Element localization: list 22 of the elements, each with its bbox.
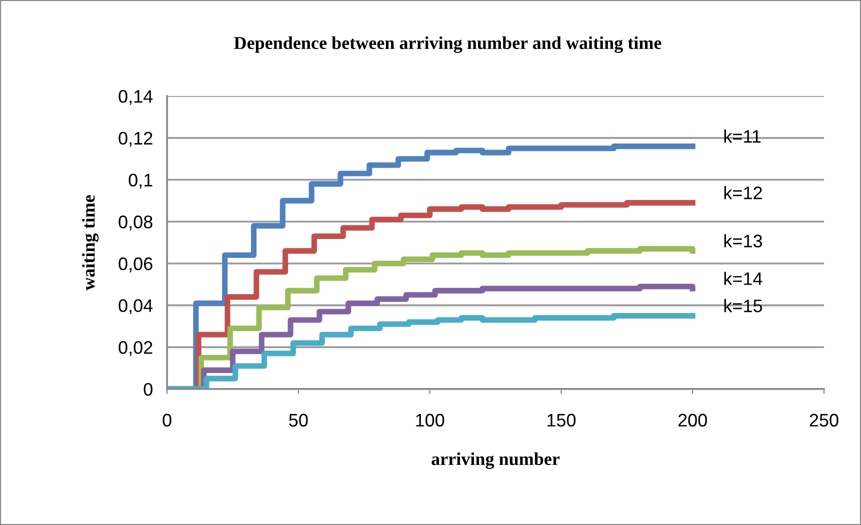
x-tick-label: 150 [548,414,576,427]
series-label: k=14 [724,272,762,285]
series-label: k=11 [724,130,761,143]
y-tick-label: 0,08 [118,216,152,230]
y-tick-label: 0,02 [118,341,152,356]
y-tick-label: 0,06 [118,257,152,272]
y-tick-label: 0,1 [128,174,152,189]
y-tick-label: 0,12 [118,132,152,147]
y-tick-label: 0,14 [118,90,153,105]
series-label: k=13 [724,234,762,248]
x-tick-label: 200 [678,414,707,427]
x-tick-label: 250 [810,414,838,427]
y-tick-label: 0,04 [118,299,153,314]
y-axis-title: waiting time [82,195,99,290]
series-label: k=15 [724,299,762,312]
chart-title: Dependence between arriving number and waiting time [234,36,662,53]
x-tick-label: 0 [162,414,172,427]
x-axis-title: arriving number [432,452,560,469]
x-tick-label: 100 [416,414,444,427]
x-tick-label: 50 [289,414,308,427]
series-label: k=12 [724,186,762,200]
y-tick-label: 0 [144,382,152,396]
